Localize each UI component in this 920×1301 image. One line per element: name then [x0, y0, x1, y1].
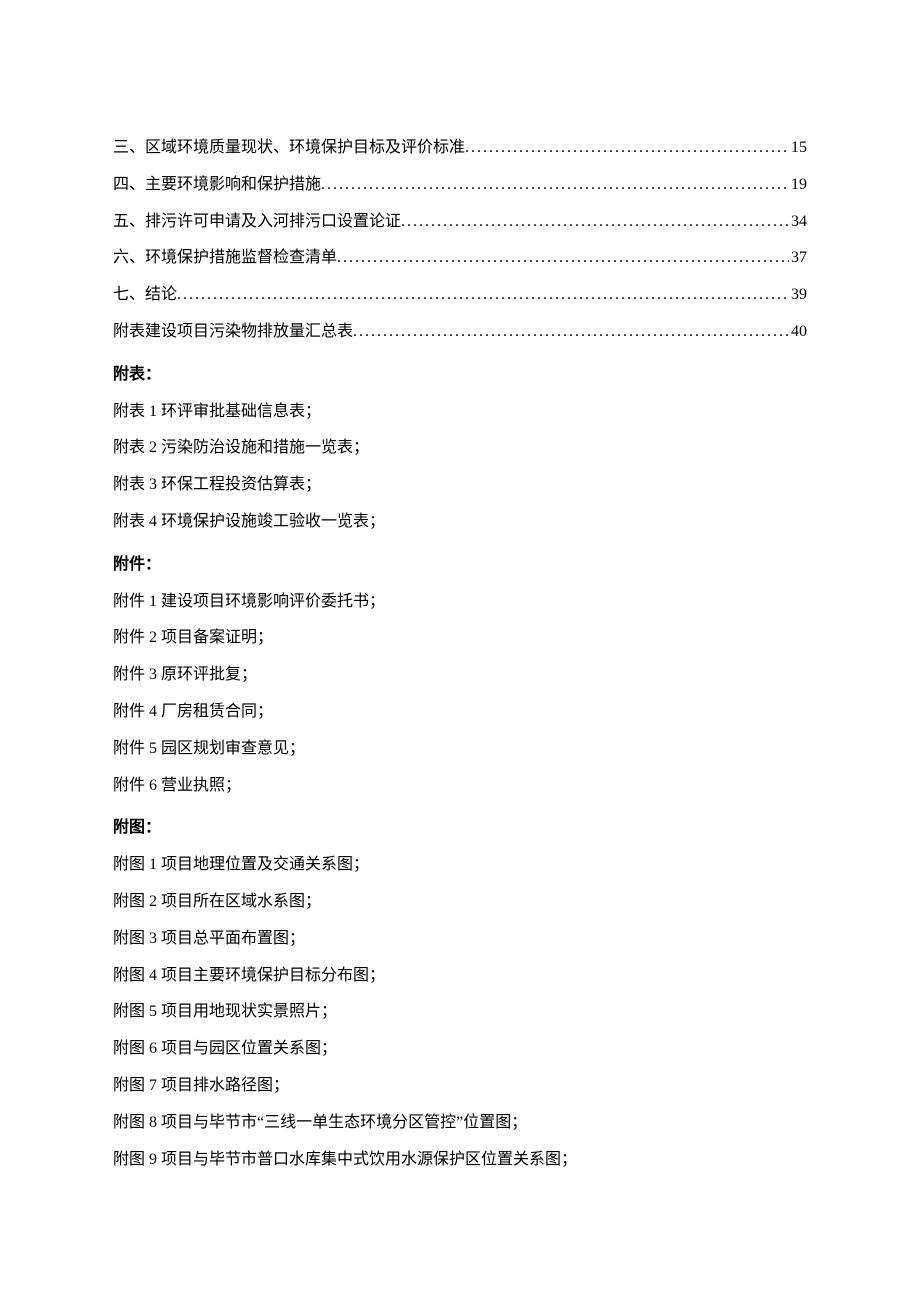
toc-entry: 三、区域环境质量现状、环境保护目标及评价标准 15: [113, 130, 807, 167]
toc-entry: 附表建设项目污染物排放量汇总表 40: [113, 314, 807, 351]
list-item: 附件 4 厂房租赁合同；: [113, 694, 807, 731]
list-item: 附表 2 污染防治设施和措施一览表；: [113, 430, 807, 467]
list-item: 附件 5 园区规划审查意见；: [113, 731, 807, 768]
toc-page-number: 37: [789, 240, 807, 277]
list-item: 附件 3 原环评批复；: [113, 657, 807, 694]
list-item: 附图 4 项目主要环境保护目标分布图；: [113, 958, 807, 995]
list-item: 附图 3 项目总平面布置图；: [113, 921, 807, 958]
appendix-files-section: 附件： 附件 1 建设项目环境影响评价委托书； 附件 2 项目备案证明； 附件 …: [113, 547, 807, 805]
toc-leader-dots: [337, 240, 789, 277]
toc-title: 七、结论: [113, 277, 177, 314]
toc-leader-dots: [177, 277, 789, 314]
toc-title: 四、主要环境影响和保护措施: [113, 167, 321, 204]
table-of-contents: 三、区域环境质量现状、环境保护目标及评价标准 15 四、主要环境影响和保护措施 …: [113, 130, 807, 351]
appendix-tables-section: 附表： 附表 1 环评审批基础信息表； 附表 2 污染防治设施和措施一览表； 附…: [113, 357, 807, 541]
document-page: 三、区域环境质量现状、环境保护目标及评价标准 15 四、主要环境影响和保护措施 …: [0, 0, 920, 1301]
toc-leader-dots: [401, 204, 789, 241]
toc-entry: 六、环境保护措施监督检查清单 37: [113, 240, 807, 277]
list-item: 附表 3 环保工程投资估算表；: [113, 467, 807, 504]
toc-page-number: 40: [789, 314, 807, 351]
toc-title: 三、区域环境质量现状、环境保护目标及评价标准: [113, 130, 465, 167]
list-item: 附件 1 建设项目环境影响评价委托书；: [113, 584, 807, 621]
section-heading: 附件：: [113, 547, 807, 584]
list-item: 附件 2 项目备案证明；: [113, 620, 807, 657]
list-item: 附图 1 项目地理位置及交通关系图；: [113, 847, 807, 884]
toc-entry: 七、结论 39: [113, 277, 807, 314]
list-item: 附图 7 项目排水路径图；: [113, 1068, 807, 1105]
list-item: 附图 5 项目用地现状实景照片；: [113, 994, 807, 1031]
list-item: 附表 1 环评审批基础信息表；: [113, 394, 807, 431]
list-item: 附图 9 项目与毕节市普口水库集中式饮用水源保护区位置关系图；: [113, 1142, 807, 1179]
list-item: 附图 8 项目与毕节市“三线一单生态环境分区管控”位置图；: [113, 1105, 807, 1142]
toc-leader-dots: [465, 130, 789, 167]
toc-title: 五、排污许可申请及入河排污口设置论证: [113, 204, 401, 241]
section-heading: 附表：: [113, 357, 807, 394]
list-item: 附图 6 项目与园区位置关系图；: [113, 1031, 807, 1068]
toc-title: 六、环境保护措施监督检查清单: [113, 240, 337, 277]
toc-leader-dots: [321, 167, 789, 204]
section-heading: 附图：: [113, 810, 807, 847]
list-item: 附表 4 环境保护设施竣工验收一览表；: [113, 504, 807, 541]
toc-page-number: 39: [789, 277, 807, 314]
toc-page-number: 15: [789, 130, 807, 167]
list-item: 附图 2 项目所在区域水系图；: [113, 884, 807, 921]
appendix-figures-section: 附图： 附图 1 项目地理位置及交通关系图； 附图 2 项目所在区域水系图； 附…: [113, 810, 807, 1178]
toc-leader-dots: [353, 314, 789, 351]
toc-entry: 五、排污许可申请及入河排污口设置论证 34: [113, 204, 807, 241]
toc-page-number: 34: [789, 204, 807, 241]
toc-title: 附表建设项目污染物排放量汇总表: [113, 314, 353, 351]
list-item: 附件 6 营业执照；: [113, 768, 807, 805]
toc-entry: 四、主要环境影响和保护措施 19: [113, 167, 807, 204]
toc-page-number: 19: [789, 167, 807, 204]
